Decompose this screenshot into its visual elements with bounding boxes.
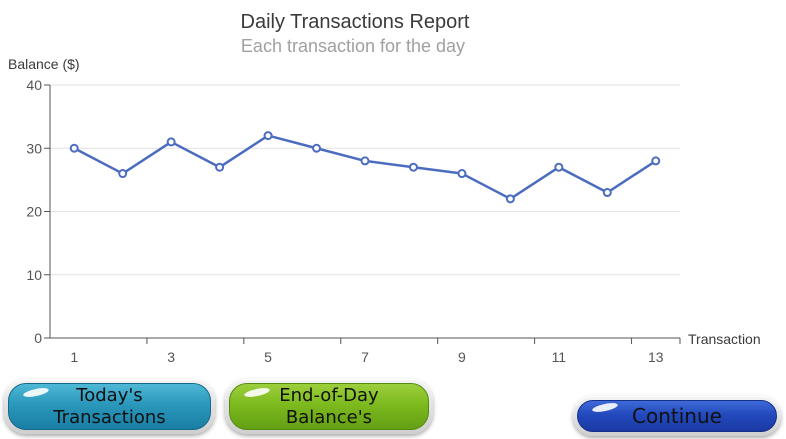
data-point: [118, 169, 128, 179]
x-tick-label: 3: [167, 349, 175, 365]
x-tick-label: 13: [648, 349, 664, 365]
y-tick-label: 0: [34, 330, 42, 346]
todays-transactions-button[interactable]: Today's Transactions: [4, 379, 215, 434]
data-point: [505, 194, 515, 204]
chart-subtitle: Each transaction for the day: [241, 36, 465, 56]
data-point: [651, 156, 661, 166]
y-tick-label: 30: [26, 140, 42, 156]
continue-button[interactable]: Continue: [573, 396, 781, 436]
y-tick-label: 40: [26, 77, 42, 93]
gloss-highlight: [243, 386, 271, 399]
data-point: [215, 162, 225, 172]
y-axis-label: Balance ($): [8, 56, 80, 72]
data-point: [360, 156, 370, 166]
x-axis-label: Transaction: [688, 331, 761, 347]
end-of-day-balances-button[interactable]: End-of-Day Balance's: [225, 379, 433, 434]
data-point: [166, 137, 176, 147]
gloss-highlight: [22, 386, 50, 399]
line-chart: Daily Transactions Report Each transacti…: [8, 11, 761, 365]
todays-transactions-label: Today's Transactions: [53, 384, 166, 428]
y-tick-label: 10: [26, 267, 42, 283]
data-point: [263, 131, 273, 141]
todays-transactions-button-face: Today's Transactions: [8, 383, 211, 430]
continue-button-face: Continue: [577, 400, 777, 432]
data-point: [69, 143, 79, 153]
x-tick-label: 5: [264, 349, 272, 365]
data-point: [457, 169, 467, 179]
data-point: [602, 188, 612, 198]
y-tick-label: 20: [26, 204, 42, 220]
data-point: [554, 162, 564, 172]
end-of-day-balances-button-face: End-of-Day Balance's: [229, 383, 429, 430]
chart-title: Daily Transactions Report: [241, 11, 470, 33]
x-tick-label: 7: [361, 349, 369, 365]
data-point: [408, 162, 418, 172]
balance-series-line: [73, 134, 657, 201]
x-tick-label: 11: [552, 349, 567, 365]
data-point: [312, 143, 322, 153]
x-tick-label: 1: [70, 349, 78, 365]
continue-label: Continue: [632, 404, 722, 428]
gloss-highlight: [591, 401, 619, 414]
x-tick-label: 9: [458, 349, 466, 365]
end-of-day-balances-label: End-of-Day Balance's: [279, 384, 379, 428]
